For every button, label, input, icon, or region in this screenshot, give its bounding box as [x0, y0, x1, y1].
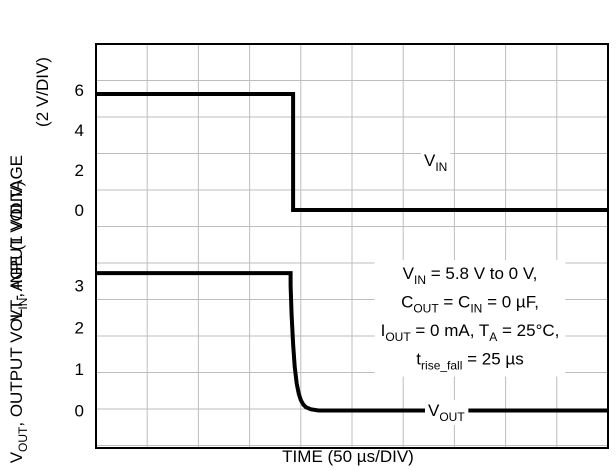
y-tick-label-vout: 3 [75, 277, 84, 296]
series-label-vin-sub: IN [435, 160, 447, 174]
y-axis-title-vout-rest: , OUTPUT VOLT- AGE (1 V/DIV) [7, 181, 26, 427]
y-axis-title-vin: VIN, INPUT VOLTAGE [7, 155, 30, 321]
trace-vin [96, 92, 608, 212]
condition-text: V [403, 264, 415, 283]
condition-line: VIN = 5.8 V to 0 V, [403, 264, 538, 287]
condition-text: t [416, 350, 421, 369]
y-axis-title-vout-main: V [7, 451, 26, 463]
y-tick-label-vin: 4 [75, 121, 84, 140]
condition-line: COUT = CIN = 0 µF, [401, 293, 539, 316]
condition-backdrop [374, 260, 566, 377]
condition-text: I [381, 321, 386, 340]
condition-subscript: OUT [385, 330, 411, 344]
series-label-vin-main: V [424, 151, 436, 170]
y-axis-title-vin-scale: (2 V/DIV) [33, 57, 52, 127]
series-label-vin: VIN [424, 151, 447, 174]
condition-line: trise_fall = 25 µs [416, 350, 523, 373]
y-axis-title-vin-main: V [7, 309, 26, 321]
y-tick-label-vout: 2 [75, 318, 84, 337]
condition-subscript: IN [414, 273, 426, 287]
series-label-vout: VOUT [428, 401, 465, 424]
y-tick-labels: 0 2 4 6 0 1 2 3 [75, 81, 84, 421]
plot-frame [95, 43, 609, 449]
y-axis-title-vout: VOUT, OUTPUT VOLT- AGE (1 V/DIV) [7, 181, 30, 464]
condition-subscript: OUT [413, 302, 439, 316]
series-label-vout-sub: OUT [439, 410, 465, 424]
condition-text: C [401, 293, 413, 312]
y-axis-title-vin-rest: , INPUT VOLTAGE [7, 155, 26, 298]
grid [96, 44, 608, 448]
y-tick-label-vin: 0 [75, 201, 84, 220]
condition-text: = 5.8 V to 0 V, [426, 264, 537, 283]
y-tick-label-vout: 1 [75, 360, 84, 379]
series-label-backdrop [421, 150, 451, 175]
condition-text: = 0 mA, T [411, 321, 490, 340]
y-tick-label-vin: 6 [75, 81, 84, 100]
series-label-backdrop [425, 400, 469, 425]
condition-subscript: A [489, 330, 497, 344]
x-axis-title: TIME (50 µs/DIV) [282, 447, 414, 466]
condition-text: = C [439, 293, 471, 312]
y-axis-title-vout-sub: OUT [16, 426, 30, 452]
y-tick-label-vout: 0 [75, 402, 84, 421]
y-axis-title-vin-sub: IN [16, 298, 30, 310]
condition-text: = 25°C, [497, 321, 559, 340]
condition-subscript: IN [470, 302, 482, 316]
traces [96, 92, 608, 413]
condition-text: = 25 µs [462, 350, 523, 369]
test-conditions: VIN = 5.8 V to 0 V,COUT = CIN = 0 µF,IOU… [374, 260, 566, 377]
series-label-vout-main: V [428, 401, 440, 420]
condition-line: IOUT = 0 mA, TA = 25°C, [381, 321, 560, 344]
condition-subscript: rise_fall [421, 359, 462, 373]
condition-text: = 0 µF, [482, 293, 539, 312]
y-tick-label-vin: 2 [75, 161, 84, 180]
trace-vout [96, 271, 608, 413]
